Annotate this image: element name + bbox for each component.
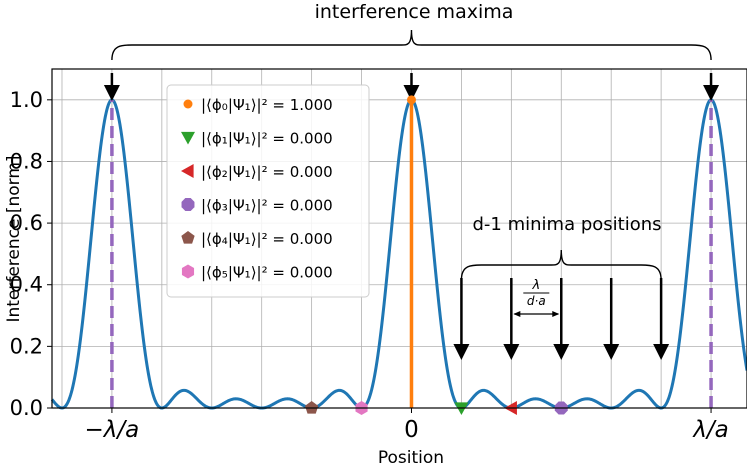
maxima-brace: [111, 29, 712, 61]
maximum-arrow-head: [103, 85, 120, 101]
legend-label: |⟨ϕ₁|Ψ₁⟩|² = 0.000: [201, 130, 333, 148]
legend: |⟨ϕ₀|Ψ₁⟩|² = 1.000 |⟨ϕ₁|Ψ₁⟩|² = 0.000 |⟨ϕ₂…: [166, 84, 370, 298]
x-tick-label: 0: [404, 417, 419, 443]
legend-marker: [181, 264, 195, 279]
y-tick-label: 0.6: [10, 211, 43, 235]
y-tick-label: 0.2: [10, 334, 43, 358]
legend-marker: [181, 198, 195, 211]
legend-marker: [181, 231, 195, 244]
minimum-arrow-head: [453, 344, 470, 360]
y-tick-label: 1.0: [10, 88, 43, 112]
spacing-arrow-right-head: [552, 311, 560, 317]
spacing-arrow-left-head: [513, 311, 521, 317]
spacing-numerator: λ: [531, 278, 540, 293]
data-marker: [454, 402, 469, 415]
legend-label: |⟨ϕ₅|Ψ₁⟩|² = 0.000: [201, 264, 333, 282]
interference-curve: [50, 98, 747, 410]
grid-lines: [52, 69, 747, 409]
axis-ticks: 0.0 0.2 0.4 0.6 0.8 1.0 −λ/a 0 λ/a: [10, 88, 729, 443]
minimum-arrow-head: [603, 344, 620, 360]
legend-marker: [181, 131, 195, 145]
minimum-arrow-head: [553, 344, 570, 360]
y-tick-label: 0.0: [10, 396, 43, 420]
y-tick-label: 0.8: [10, 149, 43, 173]
legend-label: |⟨ϕ₂|Ψ₁⟩|² = 0.000: [201, 163, 333, 181]
minima-brace: [460, 249, 662, 281]
annotations-layer: λd·a: [103, 29, 720, 408]
maximum-arrow-head: [703, 85, 720, 101]
data-marker: [304, 401, 319, 414]
maxima-label: interference maxima: [315, 1, 514, 23]
y-axis-label: Interference [norm]: [4, 155, 24, 322]
maximum-arrow-head: [403, 85, 420, 101]
legend-label: |⟨ϕ₃|Ψ₁⟩|² = 0.000: [201, 197, 333, 215]
y-tick-label: 0.4: [10, 273, 43, 297]
legend-label: |⟨ϕ₀|Ψ₁⟩|² = 1.000: [201, 96, 333, 114]
legend-marker: [181, 164, 194, 178]
minima-label: d-1 minima positions: [473, 214, 662, 235]
plot-frame: [51, 68, 747, 409]
minimum-arrow-head: [503, 344, 520, 360]
legend-box: [166, 84, 370, 298]
legend-label: |⟨ϕ₄|Ψ₁⟩|² = 0.000: [201, 230, 333, 248]
data-marker: [406, 95, 416, 105]
legend-marker: [183, 99, 193, 109]
spacing-denominator: d·a: [527, 294, 546, 308]
minimum-arrow-head: [653, 344, 670, 360]
x-tick-label: −λ/a: [85, 417, 140, 443]
curve-layer: [50, 98, 747, 410]
x-tick-label: λ/a: [691, 417, 728, 443]
x-axis-label: Position: [378, 448, 444, 467]
